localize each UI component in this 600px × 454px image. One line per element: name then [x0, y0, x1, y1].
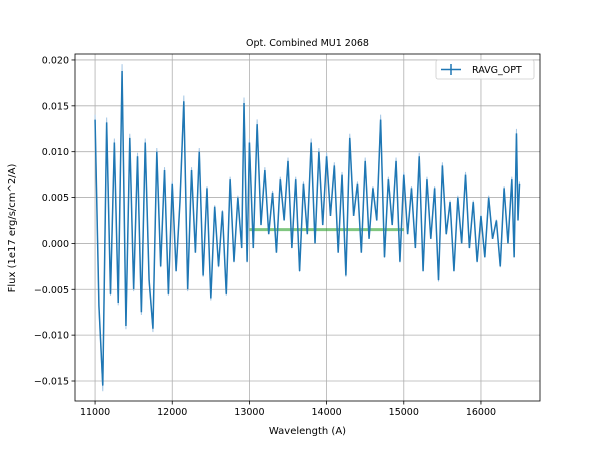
y-tick-label: 0.005 [42, 193, 69, 204]
x-axis-label: Wavelength (A) [269, 426, 346, 437]
y-tick-label: −0.005 [34, 285, 69, 296]
y-axis-label: Flux (1e17 erg/s/cm^2/A) [7, 164, 18, 293]
y-tick-label: 0.015 [42, 101, 69, 112]
x-tick-label: 12000 [157, 407, 187, 418]
legend-label: RAVG_OPT [472, 65, 522, 76]
x-axis: 11000 12000 13000 14000 15000 16000 [80, 401, 496, 418]
y-axis: 0.020 0.015 0.010 0.005 0.000 −0.005 −0.010 −0.… [34, 55, 75, 387]
spectrum-line [95, 71, 519, 386]
legend: RAVG_OPT [436, 60, 534, 79]
chart-title: Opt. Combined MU1 2068 [246, 38, 369, 49]
x-tick-label: 16000 [466, 407, 496, 418]
y-tick-label: 0.010 [42, 147, 69, 158]
x-tick-label: 14000 [311, 407, 341, 418]
x-tick-label: 11000 [80, 407, 110, 418]
y-tick-label: 0.000 [42, 239, 69, 250]
y-tick-label: 0.020 [42, 55, 69, 66]
x-tick-label: 13000 [234, 407, 264, 418]
x-tick-label: 15000 [389, 407, 419, 418]
plot-area [95, 64, 520, 391]
y-tick-label: −0.015 [34, 377, 69, 388]
y-tick-label: −0.010 [34, 331, 69, 342]
